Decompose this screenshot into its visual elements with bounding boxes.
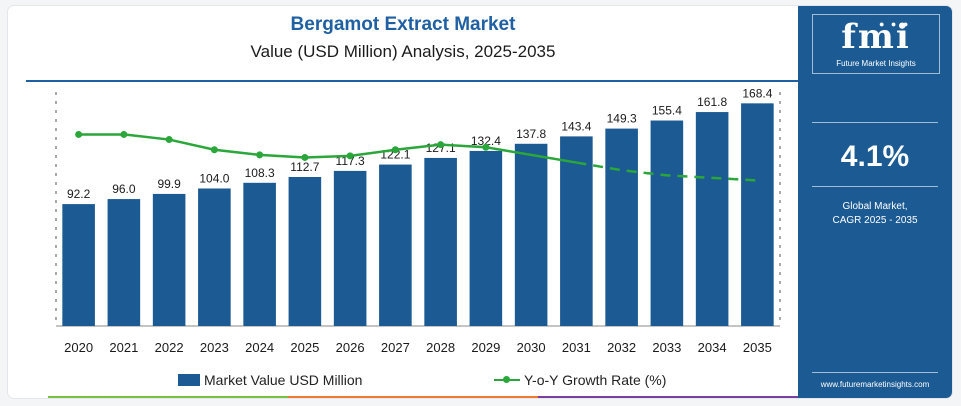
growth-point-2027 xyxy=(391,146,399,154)
bar-2024 xyxy=(243,182,276,326)
bar-2022 xyxy=(152,193,186,326)
x-tick-2020: 2020 xyxy=(64,340,93,355)
data-label-2024: 108.3 xyxy=(245,166,275,180)
website-url: www.futuremarketinsights.com xyxy=(820,380,930,389)
growth-point-2021 xyxy=(120,130,128,138)
bar-2021 xyxy=(107,199,141,326)
legend-item-growth-rate: Y-o-Y Growth Rate (%) xyxy=(494,370,666,390)
bar-2025 xyxy=(288,176,322,326)
data-label-2030: 137.8 xyxy=(516,127,546,141)
chart-subtitle: Value (USD Million) Analysis, 2025-2035 xyxy=(250,42,556,61)
x-tick-2034: 2034 xyxy=(698,340,727,355)
growth-point-2026 xyxy=(346,152,354,160)
bar-2030 xyxy=(514,143,548,326)
bar-2027 xyxy=(379,164,412,326)
data-label-2023: 104.0 xyxy=(199,171,229,185)
cagr-label: Global Market, CAGR 2025 - 2035 xyxy=(798,200,952,228)
data-label-2025: 112.7 xyxy=(290,160,319,174)
growth-point-2025 xyxy=(301,153,309,161)
data-label-2034: 161.8 xyxy=(697,95,727,109)
cagr-label-line2: CAGR 2025 - 2035 xyxy=(832,215,918,226)
growth-point-2024 xyxy=(256,151,264,159)
x-tick-2025: 2025 xyxy=(290,340,319,355)
x-tick-2027: 2027 xyxy=(381,340,410,355)
bar-2026 xyxy=(333,170,367,326)
data-label-2029: 132.4 xyxy=(471,134,501,148)
logo-subtitle: Future Market Insights xyxy=(836,59,916,68)
x-tick-2024: 2024 xyxy=(245,340,274,355)
legend-bar-label: Market Value USD Million xyxy=(204,372,363,388)
chart-title: Bergamot Extract Market xyxy=(290,14,516,35)
x-tick-2029: 2029 xyxy=(471,340,500,355)
sidebar-divider-top xyxy=(812,122,938,123)
bar-2033 xyxy=(650,120,684,326)
x-tick-2031: 2031 xyxy=(562,340,591,355)
x-tick-2032: 2032 xyxy=(607,340,636,355)
bar-2032 xyxy=(605,128,638,326)
data-label-2021: 96.0 xyxy=(112,182,136,196)
bar-2023 xyxy=(198,188,231,326)
legend-bar-swatch xyxy=(178,374,200,386)
logo-icons: ● ● ● xyxy=(879,19,911,29)
data-label-2022: 99.9 xyxy=(157,177,181,191)
cagr-value: 4.1% xyxy=(840,140,910,173)
growth-point-2022 xyxy=(165,136,173,144)
bar-2035 xyxy=(741,103,774,327)
growth-point-2028 xyxy=(437,141,445,149)
footer-strip-purple xyxy=(538,396,800,398)
growth-point-2020 xyxy=(75,130,83,138)
x-tick-2022: 2022 xyxy=(155,340,184,355)
title-divider xyxy=(26,80,800,82)
fmi-logo: ● ● ● fmi Future Market Insights xyxy=(812,14,940,74)
growth-line-historic xyxy=(78,133,577,164)
chart-card: Bergamot Extract Market Value (USD Milli… xyxy=(8,6,952,398)
x-tick-2035: 2035 xyxy=(743,340,772,355)
data-label-2032: 149.3 xyxy=(607,112,637,126)
data-label-2020: 92.2 xyxy=(67,187,91,201)
x-tick-2033: 2033 xyxy=(652,340,681,355)
x-tick-2021: 2021 xyxy=(109,340,138,355)
bar-line-chart: 92.2 2020 96.0 2021 99.9 2022 104.0 2023 108.3 20… xyxy=(55,86,781,355)
x-tick-2023: 2023 xyxy=(200,340,229,355)
data-label-2033: 155.4 xyxy=(652,104,682,118)
cagr-label-line1: Global Market, xyxy=(842,201,908,212)
sidebar-divider-bottom xyxy=(812,372,938,373)
legend-item-market-value: Market Value USD Million xyxy=(178,370,362,390)
growth-point-2023 xyxy=(210,146,218,154)
footer-strip-orange xyxy=(288,396,538,398)
data-label-2031: 143.4 xyxy=(561,119,591,133)
bar-2031 xyxy=(560,136,593,326)
footer-strip-green xyxy=(48,396,288,398)
growth-line-forecast xyxy=(576,161,758,182)
bar-2029 xyxy=(469,150,503,326)
logo-wordmark: fmi xyxy=(841,17,911,57)
x-tick-2026: 2026 xyxy=(336,340,365,355)
x-tick-2030: 2030 xyxy=(517,340,546,355)
sidebar-panel: ● ● ● fmi Future Market Insights 4.1% Gl… xyxy=(798,6,952,398)
legend-line-swatch xyxy=(494,375,520,385)
bar-2020 xyxy=(62,204,95,326)
legend-line-label: Y-o-Y Growth Rate (%) xyxy=(524,372,667,388)
bar-2028 xyxy=(424,157,457,326)
sidebar-divider-middle xyxy=(812,186,938,187)
bar-2034 xyxy=(695,112,729,326)
growth-point-2029 xyxy=(482,143,490,151)
x-tick-2028: 2028 xyxy=(426,340,455,355)
data-label-2035: 168.4 xyxy=(742,86,772,100)
